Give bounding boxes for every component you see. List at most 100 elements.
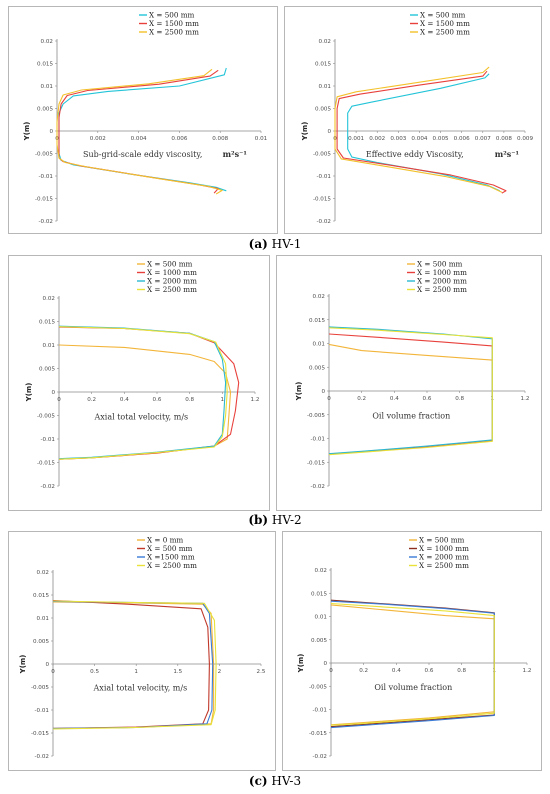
- b-left-ytick-label: 0.005: [39, 367, 55, 373]
- a-right-xlabel: Effective eddy Viscosity,: [366, 150, 464, 159]
- a-left-legend-label-1: X = 1500 mm: [149, 19, 199, 28]
- c-left-legend-label-2: X =1500 mm: [147, 553, 195, 562]
- a-right-xtick-label: 0.009: [517, 136, 533, 142]
- b-left-ytick-label: -0.01: [41, 437, 56, 443]
- c-left-ytick-label: -0.015: [31, 731, 49, 737]
- b-right-xtick-label: 0.2: [357, 396, 366, 402]
- b-right-ytick-label: -0.01: [311, 437, 326, 443]
- a-left-ylabel: Y(m): [23, 122, 31, 142]
- a-right-xunit: m²s⁻¹: [495, 149, 519, 159]
- a-right-xtick-label: 0.003: [390, 136, 406, 142]
- panel-b-right: -0.02 -0.015 -0.01 -0.005 0 0.005 0.01 0.015 0.0…: [276, 255, 542, 511]
- c-left-ytick-label: -0.01: [35, 708, 50, 714]
- a-right-ytick-label: -0.015: [313, 197, 331, 203]
- b-left-series-0-line: [58, 344, 232, 460]
- a-left-legend-label-2: X = 2500 mm: [149, 28, 199, 37]
- b-right-legend-label-1: X = 1000 mm: [417, 268, 467, 277]
- a-left-ytick-label: 0: [49, 129, 53, 135]
- c-left-ytick-label: 0.01: [37, 616, 50, 622]
- c-right-ytick-label: 0: [323, 661, 327, 667]
- c-right-xtick-label: 0.8: [457, 668, 466, 674]
- c-right-ytick-label: 0.02: [315, 568, 327, 574]
- b-left-ytick-label: 0.01: [43, 343, 56, 349]
- c-right-series-1-line: [330, 599, 495, 728]
- c-right-xlabel: Oil volume fraction: [374, 683, 452, 692]
- b-right-xlabel: Oil volume fraction: [372, 412, 450, 421]
- b-left-legend-label-1: X = 1000 mm: [147, 268, 197, 277]
- b-left-xtick-label: 0: [57, 397, 61, 403]
- c-right-series-0-line: [330, 604, 495, 726]
- a-right-series-1-line: [336, 70, 507, 194]
- a-right-ytick-label: 0: [327, 129, 331, 135]
- c-right-series-2-line: [330, 600, 495, 729]
- a-left-xtick-label: 0.006: [171, 136, 187, 142]
- chart-c-left-svg: -0.02 -0.015 -0.01 -0.005 0 0.005 0.01 0.015 0.0…: [19, 536, 266, 761]
- a-right-xtick-label: 0.006: [454, 136, 470, 142]
- panel-c-left: -0.02 -0.015 -0.01 -0.005 0 0.005 0.01 0.015 0.0…: [8, 531, 276, 771]
- b-right-legend-label-3: X = 2500 mm: [417, 285, 467, 294]
- c-left-legend-label-3: X = 2500 mm: [147, 561, 197, 570]
- b-left-xtick-label: 0.4: [120, 397, 129, 403]
- b-left-ytick-label: -0.005: [37, 414, 55, 420]
- caption-c: (c) HV-3: [0, 774, 550, 788]
- caption-b-label: (b): [248, 513, 269, 527]
- c-right-ytick-label: -0.02: [313, 754, 327, 760]
- c-left-legend-label-1: X = 500 mm: [147, 544, 193, 553]
- panel-a-right: -0.02 -0.015 -0.01 -0.005 0 0.005 0.01 0.015 0.0…: [284, 6, 542, 234]
- a-left-ytick-label: -0.015: [35, 197, 53, 203]
- b-right-xtick-label: 0: [327, 396, 331, 402]
- a-right-xtick-label: 0.008: [496, 136, 512, 142]
- caption-c-label: (c): [248, 774, 268, 788]
- b-left-ylabel: Y(m): [25, 383, 33, 403]
- chart-c-right-svg: -0.02 -0.015 -0.01 -0.005 0 0.005 0.01 0.015 0.0…: [297, 536, 531, 761]
- c-left-ytick-label: 0.015: [33, 593, 49, 599]
- c-right-xtick-label: 0.2: [359, 668, 368, 674]
- c-left-series-0-line: [52, 601, 215, 729]
- b-left-ytick-label: -0.015: [37, 461, 55, 467]
- b-left-xtick-label: 0.8: [185, 397, 194, 403]
- c-left-xtick-label: 1.5: [173, 669, 182, 675]
- b-right-series-0-line: [328, 343, 493, 455]
- b-left-ytick-label: 0.02: [43, 296, 55, 302]
- a-left-xtick-label: 0.002: [90, 136, 106, 142]
- c-right-ytick-label: 0.015: [311, 591, 327, 597]
- a-right-legend-label-0: X = 500 mm: [420, 11, 466, 20]
- c-right-legend-label-2: X = 2000 mm: [419, 553, 469, 562]
- b-right-ytick-label: -0.02: [311, 484, 325, 490]
- a-right-ytick-label: -0.005: [313, 152, 331, 158]
- panel-c-right: -0.02 -0.015 -0.01 -0.005 0 0.005 0.01 0.015 0.0…: [282, 531, 542, 771]
- c-right-ytick-label: -0.01: [313, 708, 328, 714]
- b-right-xtick-label: 0.8: [455, 396, 464, 402]
- b-left-ytick-label: -0.02: [41, 484, 55, 490]
- b-right-ytick-label: 0.01: [313, 342, 326, 348]
- caption-b-name: HV-2: [271, 513, 302, 527]
- chart-a-right-svg: -0.02 -0.015 -0.01 -0.005 0 0.005 0.01 0.015 0.0…: [301, 11, 533, 226]
- caption-a-name: HV-1: [271, 237, 302, 251]
- b-right-series-3-line: [328, 327, 493, 456]
- c-right-legend-label-1: X = 1000 mm: [419, 544, 469, 553]
- a-right-ytick-label: 0.005: [315, 107, 331, 113]
- a-right-xtick-label: 0.004: [411, 136, 427, 142]
- caption-a-label: (a): [248, 237, 268, 251]
- b-left-legend-label-3: X = 2500 mm: [147, 285, 197, 294]
- c-right-xtick-label: 0.4: [392, 668, 401, 674]
- a-left-ytick-label: 0.015: [37, 62, 53, 68]
- a-left-series-0-line: [58, 67, 227, 192]
- c-left-ytick-label: 0.02: [37, 570, 49, 576]
- a-left-xtick-label: 0.008: [212, 136, 228, 142]
- a-right-xtick-label: 0.002: [369, 136, 385, 142]
- a-right-ytick-label: 0.015: [315, 62, 331, 68]
- b-right-ylabel: Y(m): [295, 382, 303, 402]
- b-right-ytick-label: 0.005: [309, 365, 325, 371]
- a-right-ylabel: Y(m): [301, 122, 309, 142]
- c-left-xtick-label: 0: [51, 669, 55, 675]
- c-left-ytick-label: 0: [45, 662, 49, 668]
- b-left-legend-label-2: X = 2000 mm: [147, 277, 197, 286]
- a-left-ytick-label: 0.005: [37, 107, 53, 113]
- c-left-ylabel: Y(m): [19, 655, 27, 675]
- b-left-ytick-label: 0: [51, 390, 55, 396]
- c-left-ytick-label: -0.005: [31, 685, 49, 691]
- a-left-ytick-label: 0.01: [41, 84, 54, 90]
- b-left-xlabel: Axial total velocity, m/s: [93, 412, 188, 421]
- b-right-ytick-label: 0: [321, 389, 325, 395]
